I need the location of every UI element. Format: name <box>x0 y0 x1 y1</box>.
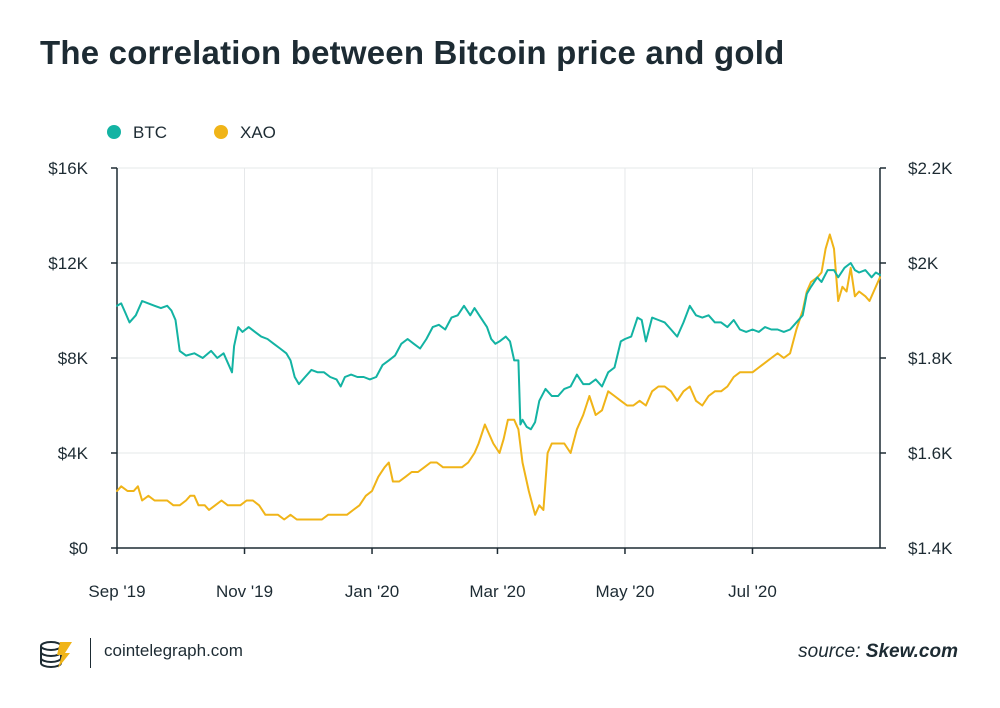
legend-label-btc: BTC <box>133 123 167 142</box>
series-line-btc <box>116 262 881 431</box>
y-left-tick-label: $8K <box>58 349 89 368</box>
site-link[interactable]: cointelegraph.com <box>104 641 243 660</box>
x-tick-label: Nov '19 <box>216 582 273 601</box>
y-right-tick-label: $1.6K <box>908 444 953 463</box>
series-line-xao <box>116 233 881 521</box>
footer: cointelegraph.com source: Skew.com <box>0 632 1000 676</box>
y-left-tick-label: $12K <box>48 254 88 273</box>
x-tick-label: Mar '20 <box>469 582 525 601</box>
x-tick-label: Jul '20 <box>728 582 777 601</box>
footer-divider <box>90 638 91 668</box>
y-left-tick-label: $16K <box>48 159 88 178</box>
source-prefix: source: <box>798 641 861 662</box>
chart-title: The correlation between Bitcoin price an… <box>40 34 785 71</box>
x-tick-label: May '20 <box>595 582 654 601</box>
y-right-tick-label: $1.8K <box>908 349 953 368</box>
y-left-tick-label: $0 <box>69 539 88 558</box>
x-tick-label: Sep '19 <box>88 582 145 601</box>
y-right-tick-label: $1.4K <box>908 539 953 558</box>
legend-marker-btc <box>107 125 121 139</box>
y-right-tick-label: $2.2K <box>908 159 953 178</box>
legend-label-xao: XAO <box>240 123 276 142</box>
y-right-tick-label: $2K <box>908 254 939 273</box>
x-tick-label: Jan '20 <box>345 582 399 601</box>
legend-marker-xao <box>214 125 228 139</box>
source-credit: source: Skew.com <box>798 641 958 663</box>
chart-canvas: $0 $4K $8K $12K $16K $1.4K $1.6K $1.8K $2K $2.2K S… <box>48 123 953 601</box>
y-left-tick-label: $4K <box>58 444 89 463</box>
source-name: Skew.com <box>865 641 958 662</box>
cointelegraph-logo-icon <box>40 641 72 669</box>
